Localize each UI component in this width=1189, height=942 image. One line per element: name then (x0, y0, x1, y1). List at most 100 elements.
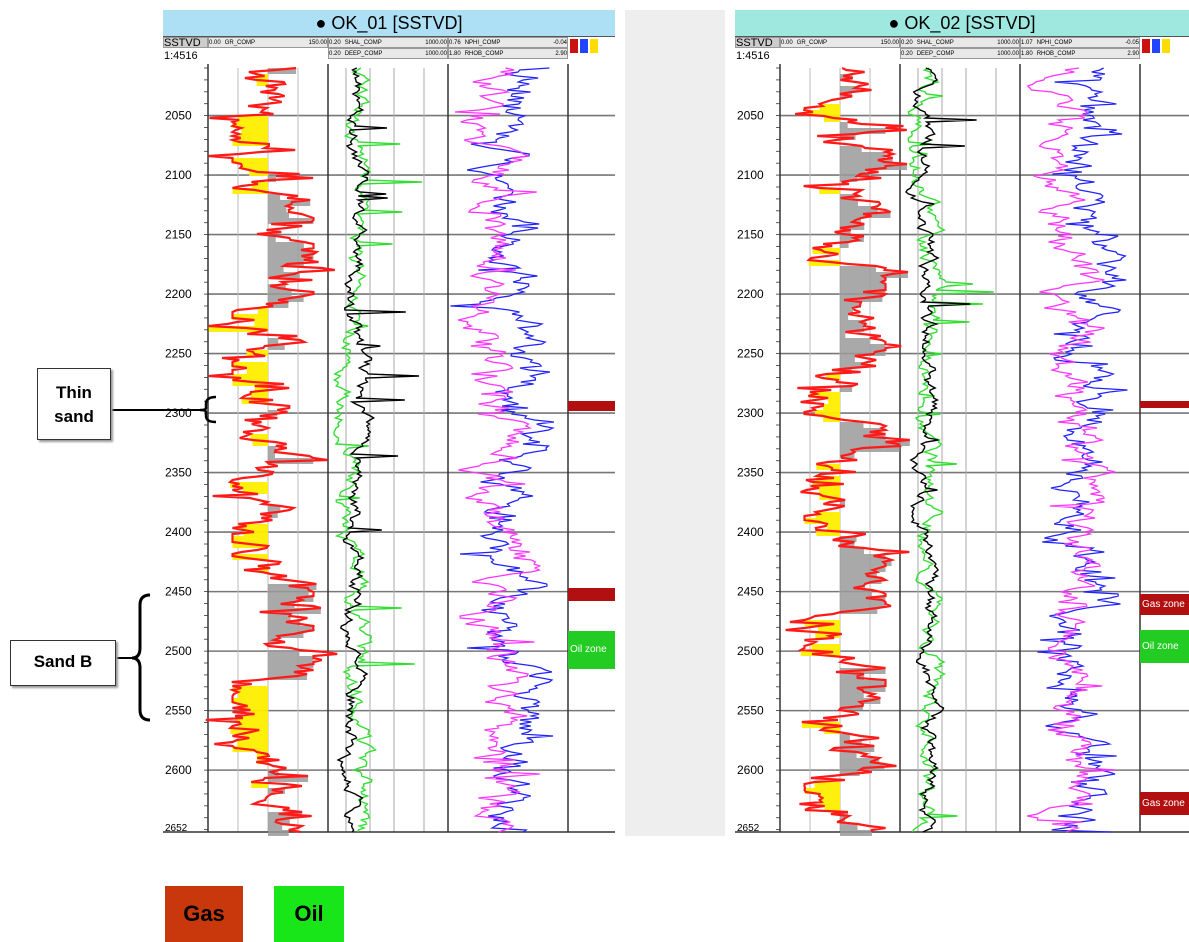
nphi-curve (1026, 67, 1116, 833)
legend-oil: Oil (274, 886, 344, 942)
scale-min: 0.20 (901, 51, 913, 57)
depth-tick-label: 2150 (737, 228, 764, 242)
panel-gap (625, 10, 725, 836)
scale-max: 150.00 (308, 40, 327, 46)
well-title[interactable]: ● OK_01 [SSTVD] (163, 10, 615, 37)
scale-min: 0.00 (781, 40, 793, 46)
depth-tick-label: 2600 (165, 763, 192, 777)
scale-min: 0.20 (329, 40, 341, 46)
legend-oil-label: Oil (294, 901, 324, 926)
gr-curve (205, 66, 338, 834)
por-header[interactable]: 1.80 RHOB_COMP 2.90 (448, 48, 568, 59)
shal-res-curve (332, 67, 423, 833)
scale-max: -0.04 (553, 40, 567, 46)
well-panel-ok02: ● OK_02 [SSTVD] 2050 2100 2150 2200 2250 2300… (735, 10, 1189, 836)
depth-tick-label: 2500 (737, 644, 764, 658)
gr-header[interactable]: 0.00 GR_COMP 150.00 (208, 37, 328, 48)
curve-name: DEEP_COMP (344, 51, 383, 57)
well-title-text: OK_01 [SSTVD] (331, 13, 463, 33)
depth-bottom-label: 2652 (737, 823, 760, 834)
log-tracks: 2050210021502200225023002350240024502500… (163, 64, 615, 836)
gas-zone-marker[interactable]: Gas zone (1140, 791, 1189, 816)
curve-name: SHAL_COMP (916, 40, 954, 46)
scale-max: 1000.00 (425, 40, 447, 46)
scale-min: 0.20 (901, 40, 913, 46)
por-track (450, 67, 555, 833)
legend-gas: Gas (165, 886, 243, 942)
gas-zone-marker[interactable] (568, 401, 615, 411)
depth-tick-label: 2300 (737, 406, 764, 420)
depth-tick-label: 2500 (165, 644, 192, 658)
thin-sand-bracket (199, 395, 217, 424)
well-panel-ok01: ● OK_01 [SSTVD] 2050 2100 2150 2200 2250 2300… (163, 10, 615, 836)
zone-flag-icon (590, 39, 598, 53)
depth-tick-label: 2450 (165, 585, 192, 599)
curve-name: NPHI_COMP (1036, 40, 1073, 46)
curve-name: GR_COMP (224, 40, 256, 46)
curve-name: GR_COMP (796, 40, 828, 46)
zone-flag-icon (1162, 39, 1170, 53)
shal-res-curve (907, 67, 994, 833)
depth-tick-label: 2600 (737, 763, 764, 777)
thin-sand-label: Thin sand (37, 368, 111, 440)
gas-zone-marker[interactable] (568, 588, 615, 602)
oil-zone-marker[interactable]: Oil zone (1140, 629, 1189, 663)
curve-name: RHOB_COMP (464, 51, 504, 57)
legend-gas-label: Gas (183, 901, 225, 926)
sand-b-text: Sand B (33, 652, 93, 671)
well-marker-icon: ● (888, 13, 900, 33)
thin-sand-text: Thin sand (54, 383, 94, 426)
nphi-curve (455, 67, 542, 833)
scale-label: 1:4516 (736, 50, 770, 62)
por-track (1026, 67, 1128, 833)
zone-flag-icon (580, 39, 588, 53)
scale-min: SSTVD (736, 37, 773, 48)
scale-max: 1000.00 (997, 40, 1019, 46)
depth-tick-label: 2550 (165, 704, 192, 718)
scale-min: 1.07 (1021, 40, 1033, 46)
grid-lines (735, 64, 1189, 833)
res-header[interactable]: 0.20 SHAL_COMP 1000.00 (900, 37, 1020, 48)
depth-tick-label: 2550 (737, 704, 764, 718)
por-header[interactable]: 1.07 NPHI_COMP -0.05 (1020, 37, 1140, 48)
curve-name: DEEP_COMP (916, 51, 955, 57)
por-header[interactable]: 1.80 RHOB_COMP 2.90 (1020, 48, 1140, 59)
zone-flag-icon (570, 39, 578, 53)
depth-tick-label: 2450 (737, 585, 764, 599)
res-header[interactable]: 0.20 SHAL_COMP 1000.00 (328, 37, 448, 48)
depth-tick-label: 2200 (737, 287, 764, 301)
scale-max: 150.00 (880, 40, 899, 46)
well-title[interactable]: ● OK_02 [SSTVD] (735, 10, 1189, 37)
sand-b-bracket (131, 593, 151, 722)
gas-zone-marker[interactable]: Gas zone (1140, 593, 1189, 616)
depth-tick-label: 2150 (165, 228, 192, 242)
res-header[interactable]: 0.20 DEEP_COMP 1000.00 (900, 48, 1020, 59)
depth-tick-label: 2100 (165, 168, 192, 182)
depth-header[interactable]: SSTVD (735, 37, 780, 48)
res-header[interactable]: 0.20 DEEP_COMP 1000.00 (328, 48, 448, 59)
gr-header[interactable]: 0.00 GR_COMP 150.00 (780, 37, 900, 48)
scale-label: 1:4516 (164, 50, 198, 62)
oil-zone-marker[interactable]: Oil zone (568, 630, 615, 669)
gas-zone-marker[interactable] (1140, 401, 1189, 409)
curve-name: NPHI_COMP (464, 40, 501, 46)
scale-max: 1000.00 (425, 51, 447, 57)
gr-curve (785, 67, 910, 833)
depth-tick-label: 2400 (737, 525, 764, 539)
depth-tick-label: 2100 (737, 168, 764, 182)
scale-max: 2.90 (1127, 51, 1139, 57)
scale-min: 0.76 (449, 40, 461, 46)
scale-min: 1.80 (1021, 51, 1033, 57)
res-track (905, 67, 994, 833)
sand-b-label: Sand B (10, 640, 116, 686)
depth-bottom-label: 2652 (165, 823, 188, 834)
depth-header[interactable]: SSTVD (163, 37, 208, 48)
scale-max: 2.90 (555, 51, 567, 57)
annotation-brackets (112, 395, 217, 722)
depth-tick-label: 2400 (165, 525, 192, 539)
scale-min: 1.80 (449, 51, 461, 57)
deep-res-curve (336, 67, 420, 833)
zone-flag-icon (1142, 39, 1150, 53)
gr-track (785, 67, 910, 836)
por-header[interactable]: 0.76 NPHI_COMP -0.04 (448, 37, 568, 48)
